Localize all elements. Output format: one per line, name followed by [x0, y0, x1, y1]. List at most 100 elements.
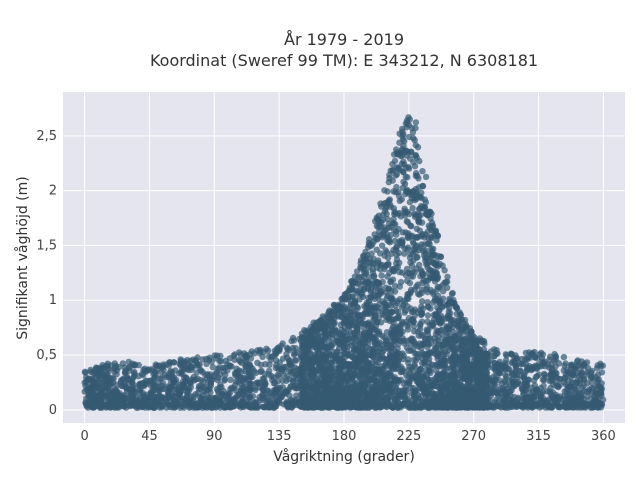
- data-point: [302, 389, 309, 396]
- data-point: [93, 388, 100, 395]
- data-point: [347, 319, 354, 327]
- data-point: [127, 386, 135, 393]
- data-point: [383, 249, 390, 256]
- data-point: [406, 210, 413, 218]
- data-point: [298, 343, 306, 351]
- data-point: [236, 358, 244, 365]
- data-point: [263, 345, 270, 352]
- data-point: [422, 247, 429, 254]
- data-point: [388, 333, 396, 340]
- data-point: [97, 403, 104, 410]
- data-point: [538, 349, 545, 357]
- data-point: [383, 231, 391, 238]
- data-point: [415, 205, 423, 213]
- data-point: [446, 357, 453, 365]
- data-point: [399, 238, 406, 245]
- data-point: [548, 367, 556, 374]
- data-point: [379, 216, 387, 224]
- data-point: [364, 302, 371, 309]
- data-point: [312, 341, 320, 348]
- data-point: [216, 384, 223, 391]
- data-point: [324, 319, 332, 326]
- data-point: [230, 402, 237, 409]
- data-point: [418, 403, 425, 410]
- data-point: [535, 361, 542, 368]
- data-point: [131, 398, 138, 405]
- data-point: [172, 367, 179, 374]
- data-point: [389, 160, 396, 168]
- data-point: [375, 259, 382, 266]
- data-point: [396, 283, 403, 290]
- data-point: [232, 381, 239, 389]
- data-point: [375, 228, 383, 236]
- data-point: [368, 250, 375, 257]
- data-point: [399, 350, 406, 357]
- data-point: [554, 383, 562, 390]
- data-point: [422, 335, 429, 343]
- data-point: [351, 287, 359, 294]
- data-point: [327, 308, 335, 316]
- data-point: [359, 293, 367, 300]
- data-point: [383, 210, 390, 218]
- data-point: [378, 398, 385, 405]
- data-point: [417, 233, 425, 240]
- data-point: [495, 392, 502, 399]
- data-point: [340, 335, 347, 342]
- data-point: [351, 273, 359, 280]
- data-point: [218, 358, 225, 365]
- data-point: [399, 229, 406, 236]
- data-point: [183, 374, 190, 382]
- data-point: [405, 295, 412, 302]
- data-point: [247, 386, 254, 393]
- data-point: [429, 269, 436, 276]
- data-point: [562, 396, 569, 403]
- data-point: [196, 361, 203, 368]
- data-point: [122, 367, 129, 374]
- data-point: [326, 351, 333, 358]
- data-point: [292, 345, 299, 352]
- data-point: [168, 384, 175, 391]
- data-point: [387, 309, 394, 316]
- data-point: [99, 394, 107, 402]
- data-point: [415, 184, 423, 191]
- data-point: [548, 404, 556, 411]
- data-point: [199, 356, 206, 363]
- data-point: [346, 287, 353, 294]
- data-point: [395, 357, 402, 364]
- data-point: [278, 393, 286, 401]
- data-point: [450, 346, 458, 354]
- data-point: [248, 404, 255, 411]
- data-point: [496, 368, 503, 375]
- data-point: [83, 401, 90, 408]
- data-point: [362, 344, 370, 351]
- data-point: [261, 378, 268, 385]
- data-point: [283, 344, 291, 351]
- data-point: [199, 399, 206, 407]
- data-point: [467, 383, 474, 390]
- data-point: [339, 402, 346, 409]
- data-point: [416, 340, 423, 347]
- data-point: [247, 355, 255, 362]
- data-point: [311, 331, 318, 338]
- data-point: [387, 203, 394, 210]
- data-point: [117, 377, 125, 384]
- data-point: [391, 288, 399, 295]
- data-point: [415, 219, 423, 226]
- data-point: [432, 344, 439, 351]
- data-point: [280, 372, 287, 379]
- data-point: [405, 379, 412, 386]
- data-point: [466, 362, 474, 370]
- data-point: [420, 252, 428, 259]
- data-point: [170, 378, 177, 386]
- data-point: [412, 249, 419, 256]
- data-point: [410, 240, 417, 247]
- data-point: [547, 384, 554, 392]
- data-point: [355, 281, 362, 288]
- data-point: [95, 379, 103, 386]
- data-point: [221, 377, 228, 384]
- data-point: [404, 244, 412, 251]
- data-point: [337, 351, 344, 359]
- data-point: [407, 384, 414, 391]
- data-point: [89, 401, 97, 409]
- data-point: [395, 188, 402, 196]
